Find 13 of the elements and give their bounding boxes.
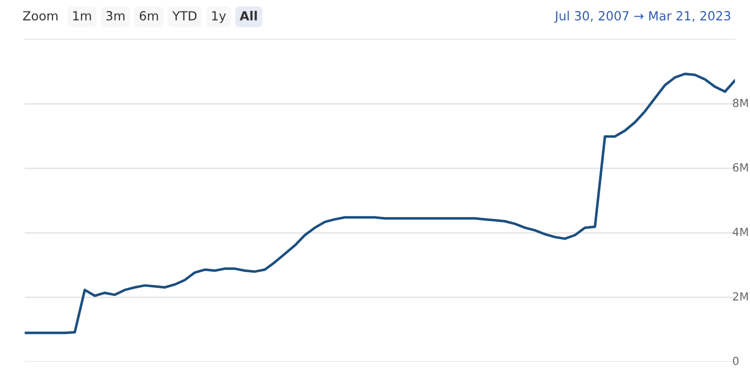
text: All bbox=[240, 10, 257, 20]
text: YTD bbox=[172, 11, 197, 20]
y-tick-label: 2M bbox=[733, 292, 748, 300]
text: 6m bbox=[140, 11, 158, 20]
text: 1m bbox=[73, 11, 91, 20]
y-tick-label: 8M bbox=[732, 98, 748, 108]
text: Zoom bbox=[23, 11, 58, 20]
y-tick-label: 6M bbox=[733, 163, 748, 172]
y-tick-label: 0 bbox=[732, 356, 739, 366]
chart-subtitle: Jul 30, 2007 → Mar 21, 2023 bbox=[554, 10, 730, 23]
y-tick-label: 4M bbox=[732, 228, 748, 236]
text: 3m bbox=[106, 11, 124, 20]
text: 1y bbox=[212, 11, 226, 23]
